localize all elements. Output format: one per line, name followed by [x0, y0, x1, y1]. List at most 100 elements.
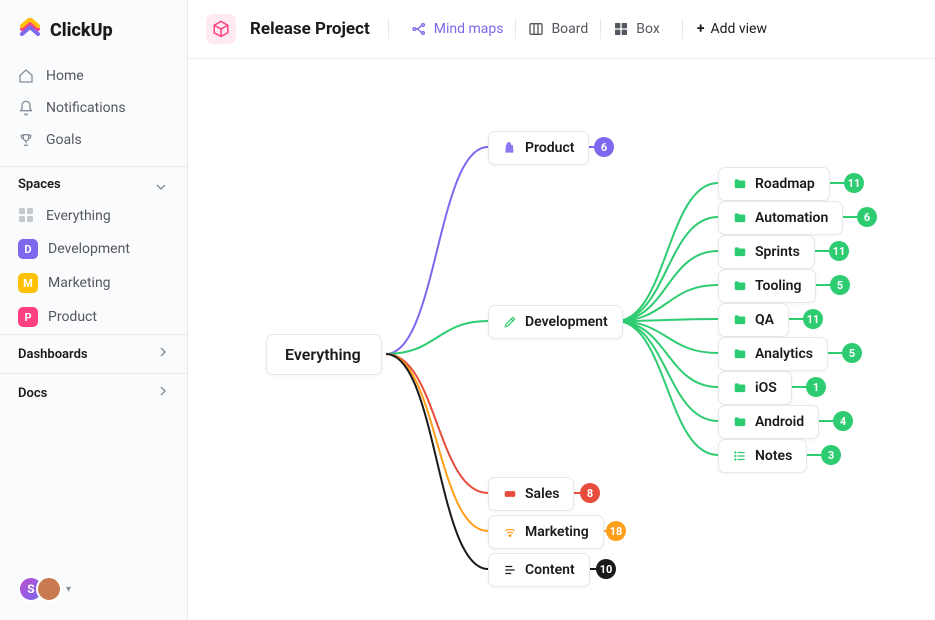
mindmap-node-roadmap[interactable]: Roadmap	[718, 167, 830, 201]
count-badge: 10	[596, 559, 616, 579]
wifi-icon	[503, 525, 517, 539]
brand-logo[interactable]: ClickUp	[0, 0, 187, 60]
sidebar-item-goals[interactable]: Goals	[0, 124, 187, 156]
grid-icon	[18, 207, 36, 225]
avatar[interactable]	[36, 576, 62, 602]
view-tab-label: Mind maps	[434, 21, 504, 37]
count-badge: 11	[829, 241, 849, 261]
tool-icon	[503, 315, 517, 329]
folder-icon	[733, 279, 747, 293]
mindmap-node-sales[interactable]: Sales	[488, 477, 574, 511]
count-badge: 18	[606, 521, 626, 541]
mindmap-node-sprints[interactable]: Sprints	[718, 235, 815, 269]
plus-icon: +	[697, 21, 705, 37]
trophy-icon	[18, 132, 34, 148]
spaces-header[interactable]: Spaces	[0, 166, 187, 200]
count-badge: 4	[833, 411, 853, 431]
count-badge: 5	[842, 343, 862, 363]
chevron-right-icon	[157, 346, 169, 362]
brand-name: ClickUp	[50, 20, 113, 41]
mindmap-node-automation[interactable]: Automation	[718, 201, 843, 235]
sidebar-item-notifications[interactable]: Notifications	[0, 92, 187, 124]
bag-icon	[503, 141, 517, 155]
node-label: Sprints	[755, 244, 800, 260]
view-tab-board[interactable]: Board	[520, 16, 596, 42]
box-icon	[613, 21, 629, 37]
node-label: Everything	[285, 345, 361, 364]
section-label: Dashboards	[18, 347, 88, 362]
home-icon	[18, 68, 34, 84]
mindmap-root[interactable]: Everything	[266, 334, 382, 375]
space-label: Marketing	[48, 275, 111, 291]
space-badge: D	[18, 239, 38, 259]
node-label: Marketing	[525, 524, 589, 540]
node-label: Automation	[755, 210, 828, 226]
folder-icon	[733, 313, 747, 327]
project-title: Release Project	[250, 19, 370, 39]
view-tab-box[interactable]: Box	[605, 16, 668, 42]
chevron-down-icon	[155, 178, 169, 192]
folder-icon	[733, 347, 747, 361]
mindmap-node-content[interactable]: Content	[488, 553, 590, 587]
view-tab-label: Board	[551, 21, 588, 37]
sidebar: ClickUp Home Notifications Goals Spaces Ev…	[0, 0, 188, 620]
mindmap-node-tooling[interactable]: Tooling	[718, 269, 816, 303]
caret-down-icon: ▾	[66, 584, 71, 595]
spaces-label: Spaces	[18, 177, 61, 192]
node-label: Development	[525, 314, 608, 330]
section-dashboards[interactable]: Dashboards	[0, 334, 187, 373]
section-label: Docs	[18, 386, 47, 401]
logo-icon	[18, 18, 42, 42]
space-item-marketing[interactable]: MMarketing	[0, 266, 187, 300]
sidebar-item-label: Home	[46, 68, 84, 84]
bell-icon	[18, 100, 34, 116]
sidebar-item-label: Everything	[46, 208, 111, 224]
mindmap-canvas[interactable]: EverythingProduct6DevelopmentSales8Marke…	[188, 59, 935, 620]
view-tab-label: Box	[636, 21, 660, 37]
node-label: QA	[755, 312, 774, 328]
board-icon	[528, 21, 544, 37]
mindmap-icon	[411, 21, 427, 37]
count-badge: 6	[594, 137, 614, 157]
count-badge: 3	[821, 445, 841, 465]
count-badge: 6	[857, 207, 877, 227]
sidebar-item-label: Goals	[46, 132, 82, 148]
chevron-right-icon	[157, 385, 169, 401]
mindmap-node-analytics[interactable]: Analytics	[718, 337, 828, 371]
ticket-icon	[503, 487, 517, 501]
toolbar: Release Project Mind maps Board Box + Add …	[188, 0, 935, 59]
sidebar-item-home[interactable]: Home	[0, 60, 187, 92]
section-docs[interactable]: Docs	[0, 373, 187, 412]
space-item-product[interactable]: PProduct	[0, 300, 187, 334]
node-label: iOS	[755, 380, 777, 396]
space-item-development[interactable]: DDevelopment	[0, 232, 187, 266]
space-label: Product	[48, 309, 97, 325]
project-icon	[206, 14, 236, 44]
sidebar-item-label: Notifications	[46, 100, 126, 116]
count-badge: 11	[844, 173, 864, 193]
avatar-stack[interactable]: S ▾	[18, 576, 71, 602]
mindmap-node-android[interactable]: Android	[718, 405, 819, 439]
node-label: Analytics	[755, 346, 813, 362]
sidebar-item-everything[interactable]: Everything	[0, 200, 187, 232]
view-tab-mind-maps[interactable]: Mind maps	[403, 16, 512, 42]
mindmap-node-development[interactable]: Development	[488, 305, 623, 339]
count-badge: 11	[803, 309, 823, 329]
mindmap-node-ios[interactable]: iOS	[718, 371, 792, 405]
folder-icon	[733, 245, 747, 259]
lines-icon	[503, 563, 517, 577]
main-area: Release Project Mind maps Board Box + Add …	[188, 0, 935, 620]
mindmap-node-product[interactable]: Product	[488, 131, 589, 165]
node-label: Content	[525, 562, 575, 578]
node-label: Roadmap	[755, 176, 815, 192]
mindmap-node-qa[interactable]: QA	[718, 303, 789, 337]
count-badge: 1	[806, 377, 826, 397]
node-label: Product	[525, 140, 574, 156]
node-label: Sales	[525, 486, 559, 502]
mindmap-node-marketing[interactable]: Marketing	[488, 515, 604, 549]
mindmap-node-notes[interactable]: Notes	[718, 439, 807, 473]
count-badge: 5	[830, 275, 850, 295]
add-view-button[interactable]: + Add view	[697, 21, 767, 37]
folder-icon	[733, 381, 747, 395]
folder-icon	[733, 415, 747, 429]
